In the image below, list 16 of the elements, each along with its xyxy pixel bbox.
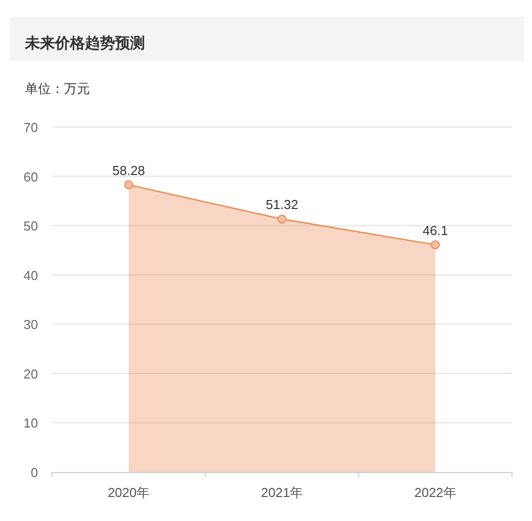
y-tick-label: 70 [24,120,38,135]
y-tick-label: 60 [24,169,38,184]
data-label: 46.1 [422,222,448,238]
y-tick-label: 50 [24,218,38,234]
ylabel: 单位：万元 [25,81,90,96]
y-tick-label: 30 [24,317,38,332]
y-tick-label: 10 [24,416,38,431]
x-tick-label: 2021年 [261,485,303,500]
x-tick-label: 2022年 [414,485,456,500]
y-tick-label: 40 [24,268,38,283]
y-tick-label: 0 [30,465,38,480]
data-label: 58.28 [112,162,145,178]
title: 未来价格趋势预测 [25,35,145,52]
x-tick-label: 2020年 [108,485,150,500]
y-tick-label: 20 [24,366,38,382]
data-label: 51.32 [266,197,298,212]
